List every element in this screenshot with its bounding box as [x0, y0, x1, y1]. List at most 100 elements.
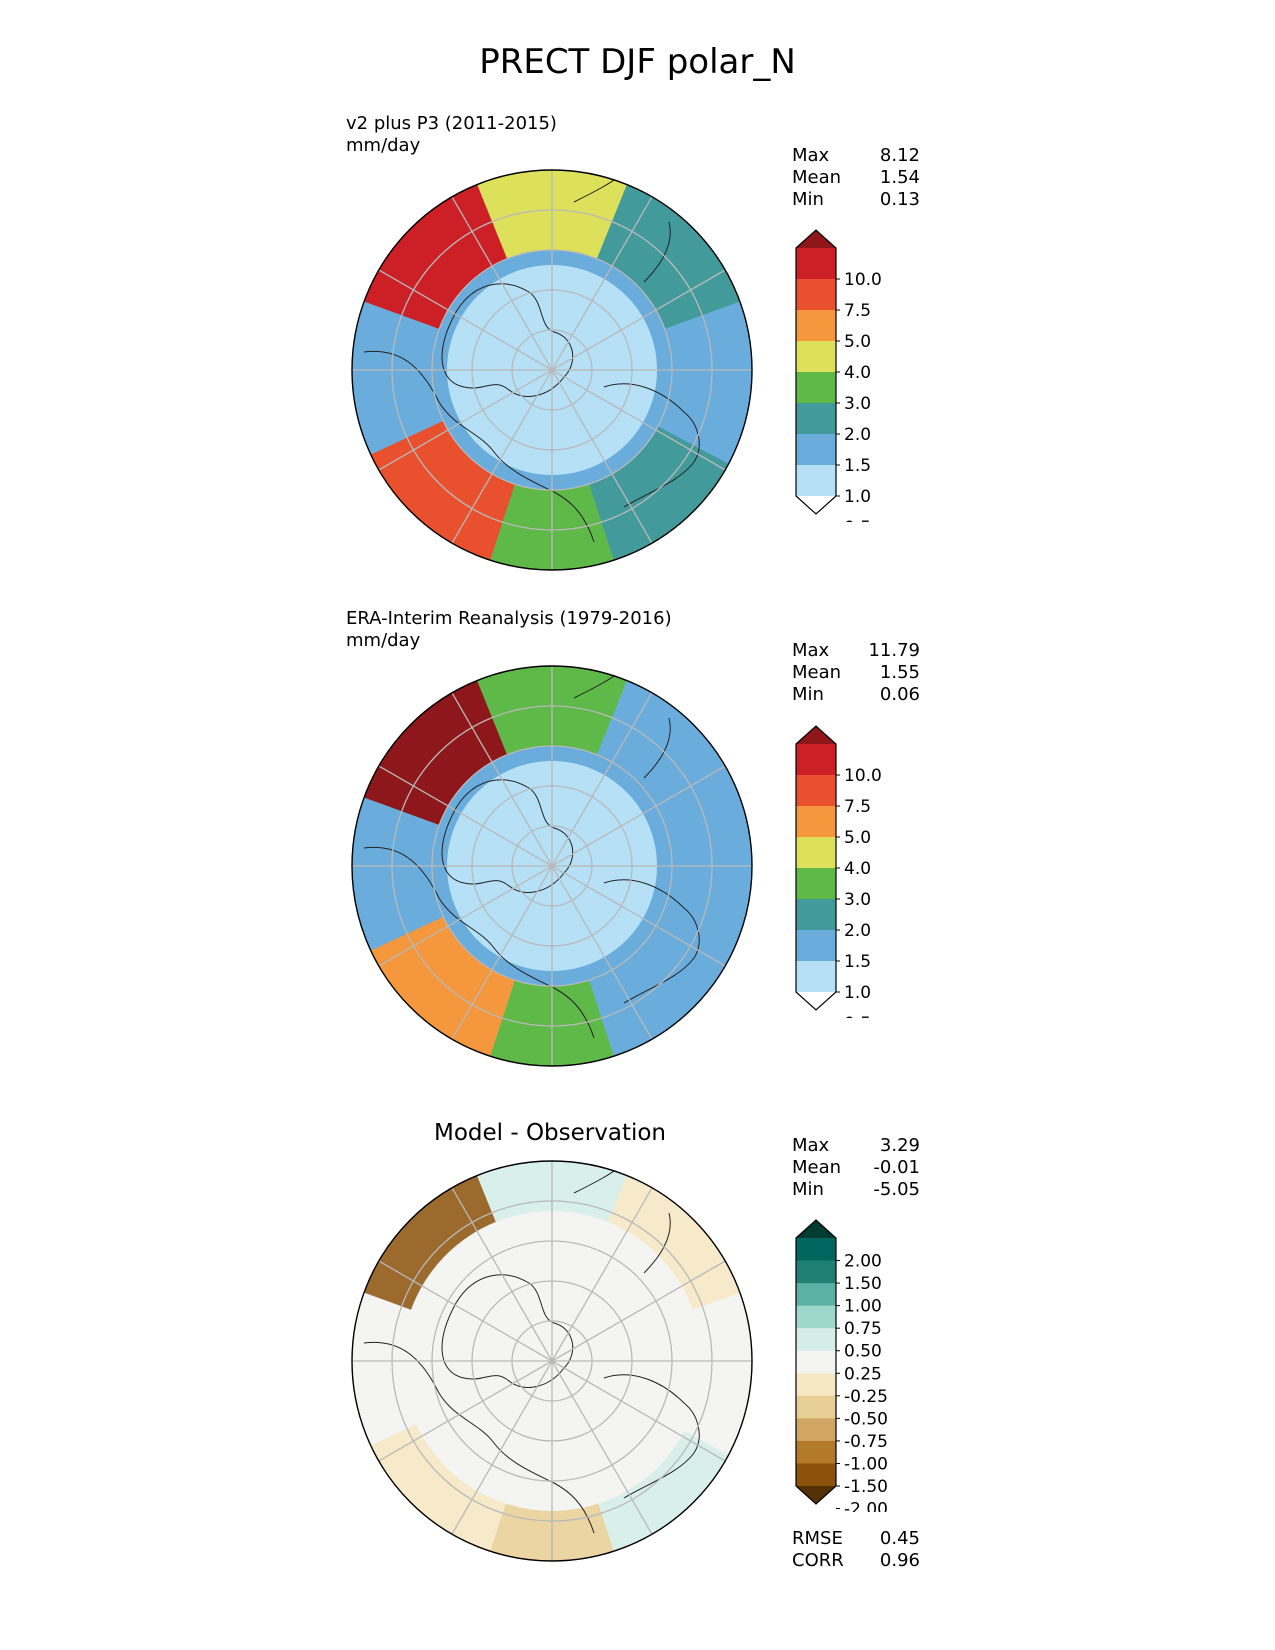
- colorbar-segment-6: [796, 403, 836, 435]
- colorbar-tick-label: -1.00: [844, 1454, 888, 1474]
- colorbar-tick-label: -2.00: [844, 1500, 888, 1512]
- map-outline: [351, 665, 753, 1067]
- colorbar-segment-6: [796, 899, 836, 931]
- panel3-colorbar: 2.001.501.000.750.500.25-0.25-0.50-0.75-…: [795, 1219, 888, 1512]
- meridian-240: [449, 689, 553, 867]
- panel2-stat-max: Max 11.79: [792, 640, 920, 661]
- colorbar-tick-label: 2.0: [844, 425, 871, 445]
- colorbar-tick-label: 7.5: [844, 301, 871, 321]
- panel2-units: mm/day: [346, 630, 421, 651]
- colorbar-tick-label: 1.50: [844, 1274, 882, 1294]
- panel3-stat-min: Min -5.05: [792, 1179, 920, 1200]
- colorbar-tick-label: 1.5: [844, 952, 871, 972]
- colorbar-tick-label: 0.75: [844, 1319, 882, 1339]
- meridian-30: [551, 369, 729, 473]
- panel1-units: mm/day: [346, 135, 421, 156]
- colorbar-tick-label: -1.50: [844, 1477, 888, 1497]
- panel3-stats: Max 3.29 Mean -0.01 Min -5.05: [792, 1135, 920, 1201]
- region-north-east: [608, 1171, 744, 1310]
- colorbar-segment-7: [796, 1373, 836, 1397]
- colorbar-tick-label: 1.0: [844, 983, 871, 1003]
- region-east: [657, 796, 752, 962]
- panel1-stat-mean: Mean 1.54: [792, 167, 920, 188]
- colorbar-segment-8: [796, 961, 836, 993]
- region-south-east: [598, 1431, 733, 1556]
- colorbar-segment-3: [796, 1283, 836, 1307]
- map-fill-group: [352, 1161, 752, 1561]
- graticule: [352, 170, 752, 570]
- colorbar-segment-7: [796, 930, 836, 962]
- meridian-300: [551, 1184, 655, 1362]
- meridian-60: [551, 1360, 655, 1538]
- meridian-210: [375, 1258, 553, 1362]
- colorbar-tick-label: 3.0: [844, 394, 871, 414]
- region-south-east: [589, 426, 733, 565]
- map-outline: [351, 169, 753, 571]
- colorbar-extend-min: [796, 1486, 836, 1504]
- colorbar-tick-label: 7.5: [844, 797, 871, 817]
- meridian-120: [449, 369, 553, 547]
- meridian-330: [551, 763, 729, 867]
- colorbar-tick-label: 10.0: [844, 766, 882, 786]
- meridian-120: [449, 865, 553, 1043]
- meridian-210: [375, 763, 553, 867]
- panel3-stat-mean: Mean -0.01: [792, 1157, 920, 1178]
- panel3-polar-map: [351, 1160, 753, 1562]
- graticule: [352, 1161, 752, 1561]
- meridian-60: [551, 865, 655, 1043]
- region-south-west: [367, 916, 515, 1061]
- colorbar-segment-2: [796, 1260, 836, 1284]
- colorbar-tick-label: 0.5: [844, 518, 871, 522]
- meridian-300: [551, 193, 655, 371]
- colorbar-segment-5: [796, 868, 836, 900]
- region-south-west: [367, 420, 515, 565]
- meridian-300: [551, 689, 655, 867]
- colorbar-tick-label: 4.0: [844, 859, 871, 879]
- colorbar-tick-label: 5.0: [844, 828, 871, 848]
- colorbar-tick-label: 1.5: [844, 456, 871, 476]
- panel2-colorbar: 10.0 7.5 5.0 4.0 3.0 2.0 1.5 1.0 0.5: [795, 725, 882, 1018]
- graticule: [352, 666, 752, 1066]
- colorbar-segment-1: [796, 1238, 836, 1262]
- region-south-east: [589, 922, 733, 1061]
- meridian-210: [375, 267, 553, 371]
- panel3-metrics: RMSE 0.45 CORR 0.96: [792, 1528, 920, 1572]
- colorbar-segment-3: [796, 806, 836, 838]
- colorbar-segment-8: [796, 465, 836, 497]
- colorbar-segment-5: [796, 372, 836, 404]
- region-north-west: [360, 1171, 496, 1310]
- meridian-120: [449, 1360, 553, 1538]
- colorbar-segment-10: [796, 1440, 836, 1464]
- colorbar-extend-max: [796, 1220, 836, 1238]
- colorbar-segment-4: [796, 341, 836, 373]
- colorbar-segment-6: [796, 1350, 836, 1374]
- map-fill-group: [352, 170, 752, 570]
- panel1-stat-max: Max 8.12: [792, 145, 920, 166]
- colorbar-tick-label: 5.0: [844, 332, 871, 352]
- panel2-stats: Max 11.79 Mean 1.55 Min 0.06: [792, 640, 920, 706]
- panel3-stat-max: Max 3.29: [792, 1135, 920, 1156]
- colorbar-segment-3: [796, 310, 836, 342]
- panel1-stat-min: Min 0.13: [792, 189, 920, 210]
- map-fill-group: [352, 666, 752, 1066]
- colorbar-extend-min: [796, 496, 836, 514]
- panel3-title: Model - Observation: [433, 1120, 667, 1146]
- colorbar-segment-11: [796, 1463, 836, 1487]
- region-north-west: [360, 676, 508, 825]
- meridian-150: [375, 865, 553, 969]
- panel1-polar-map: [351, 169, 753, 571]
- colorbar-segment-1: [796, 744, 836, 776]
- panel1-stats: Max 8.12 Mean 1.54 Min 0.13: [792, 145, 920, 211]
- colorbar-segment-4: [796, 837, 836, 869]
- meridian-30: [551, 1360, 729, 1464]
- colorbar-segment-2: [796, 775, 836, 807]
- meridian-30: [551, 865, 729, 969]
- region-east: [657, 300, 752, 466]
- colorbar-tick-label: 10.0: [844, 270, 882, 290]
- meridian-330: [551, 1258, 729, 1362]
- map-outline: [351, 1160, 753, 1562]
- colorbar-tick-label: 3.0: [844, 890, 871, 910]
- meridian-150: [375, 369, 553, 473]
- colorbar-segment-9: [796, 1418, 836, 1442]
- colorbar-extend-min: [796, 992, 836, 1010]
